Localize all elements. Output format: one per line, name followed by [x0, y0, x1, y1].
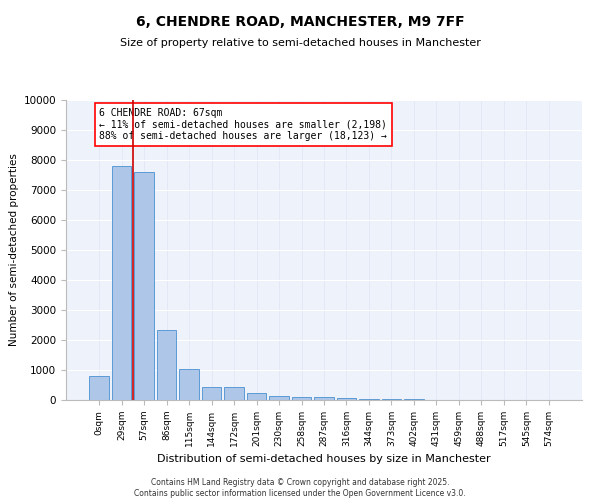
Bar	[224, 386, 244, 400]
Text: 6 CHENDRE ROAD: 67sqm
← 11% of semi-detached houses are smaller (2,198)
88% of s: 6 CHENDRE ROAD: 67sqm ← 11% of semi-deta…	[100, 108, 388, 140]
Text: Size of property relative to semi-detached houses in Manchester: Size of property relative to semi-detach…	[119, 38, 481, 48]
Bar	[382, 399, 401, 400]
X-axis label: Distribution of semi-detached houses by size in Manchester: Distribution of semi-detached houses by …	[157, 454, 491, 464]
Bar	[314, 397, 334, 400]
Bar	[202, 386, 221, 400]
Bar	[157, 330, 176, 400]
Bar	[134, 172, 154, 400]
Bar	[269, 396, 289, 400]
Bar	[179, 368, 199, 400]
Bar	[247, 392, 266, 400]
Bar	[292, 397, 311, 400]
Bar	[359, 399, 379, 400]
Bar	[89, 376, 109, 400]
Bar	[112, 166, 131, 400]
Text: Contains HM Land Registry data © Crown copyright and database right 2025.
Contai: Contains HM Land Registry data © Crown c…	[134, 478, 466, 498]
Text: 6, CHENDRE ROAD, MANCHESTER, M9 7FF: 6, CHENDRE ROAD, MANCHESTER, M9 7FF	[136, 15, 464, 29]
Y-axis label: Number of semi-detached properties: Number of semi-detached properties	[10, 154, 19, 346]
Bar	[337, 398, 356, 400]
